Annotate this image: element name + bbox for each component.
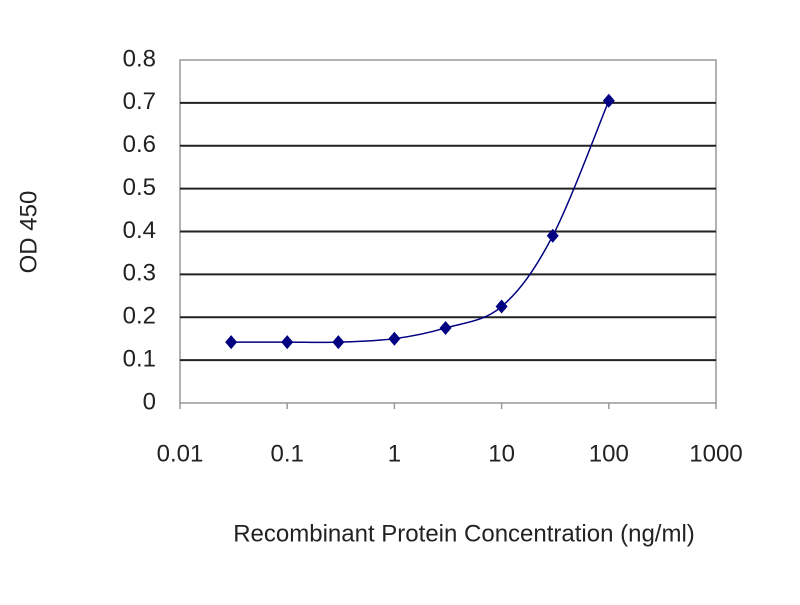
data-point (602, 93, 615, 108)
data-point (439, 320, 452, 335)
y-tick-label: 0.4 (123, 217, 156, 244)
data-point (388, 331, 401, 346)
x-tick-label: 1000 (689, 440, 742, 467)
data-point (225, 335, 238, 350)
x-tick-label: 0.1 (271, 440, 304, 467)
y-axis-label: OD 450 (15, 191, 42, 274)
data-point (281, 335, 294, 350)
y-tick-label: 0.2 (123, 303, 156, 330)
x-tick-label: 100 (589, 440, 629, 467)
x-tick-label: 1 (388, 440, 401, 467)
x-tick-label: 10 (488, 440, 515, 467)
y-tick-label: 0.6 (123, 131, 156, 158)
data-point (495, 299, 508, 314)
x-tick-label: 0.01 (157, 440, 204, 467)
y-tick-label: 0.1 (123, 345, 156, 372)
x-axis-label: Recombinant Protein Concentration (ng/ml… (233, 520, 695, 547)
y-tick-label: 0.7 (123, 88, 156, 115)
y-tick-label: 0.3 (123, 260, 156, 287)
y-tick-label: 0.8 (123, 45, 156, 72)
data-point (546, 228, 559, 243)
y-tick-label: 0 (143, 388, 156, 415)
y-tick-label: 0.5 (123, 174, 156, 201)
data-point (332, 335, 345, 350)
